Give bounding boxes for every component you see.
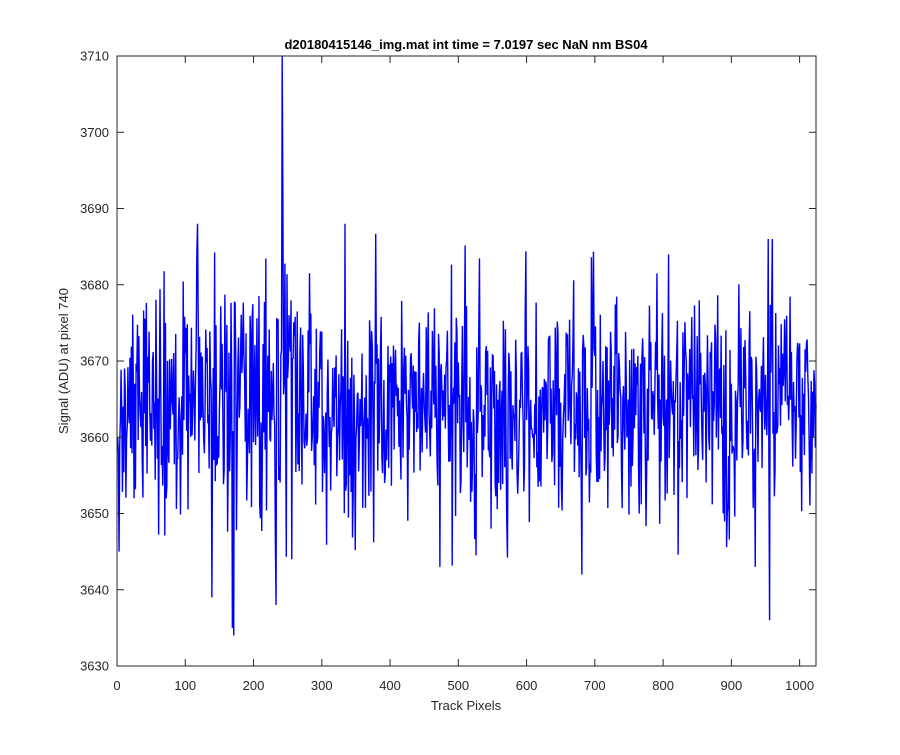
x-axis-ticks: 0 100 200 300 400 500 600 700 800 900 1000 (113, 56, 814, 693)
y-axis-label: Signal (ADU) at pixel 740 (56, 288, 71, 434)
x-axis-label: Track Pixels (431, 698, 502, 713)
y-tick-label: 3640 (80, 582, 109, 597)
y-tick-label: 3650 (80, 506, 109, 521)
x-tick-label: 200 (243, 678, 265, 693)
series-line (116, 55, 817, 636)
x-tick-label: 0 (113, 678, 120, 693)
x-tick-label: 900 (721, 678, 743, 693)
x-tick-label: 500 (447, 678, 469, 693)
x-tick-label: 100 (174, 678, 196, 693)
x-tick-label: 1000 (785, 678, 814, 693)
x-tick-label: 800 (652, 678, 674, 693)
y-axis-ticks: 3630 3640 3650 3660 3670 3680 3690 3700 3710 (80, 49, 816, 674)
y-tick-label: 3660 (80, 430, 109, 445)
y-tick-label: 3670 (80, 354, 109, 369)
y-tick-label: 3690 (80, 201, 109, 216)
chart-title: d20180415146_img.mat int time = 7.0197 s… (284, 37, 648, 52)
x-tick-label: 700 (584, 678, 606, 693)
y-tick-label: 3710 (80, 49, 109, 64)
x-tick-label: 400 (379, 678, 401, 693)
series-layer (116, 55, 817, 636)
y-tick-label: 3630 (80, 659, 109, 674)
y-tick-label: 3700 (80, 125, 109, 140)
x-tick-label: 600 (516, 678, 538, 693)
x-tick-label: 300 (311, 678, 333, 693)
y-tick-label: 3680 (80, 277, 109, 292)
